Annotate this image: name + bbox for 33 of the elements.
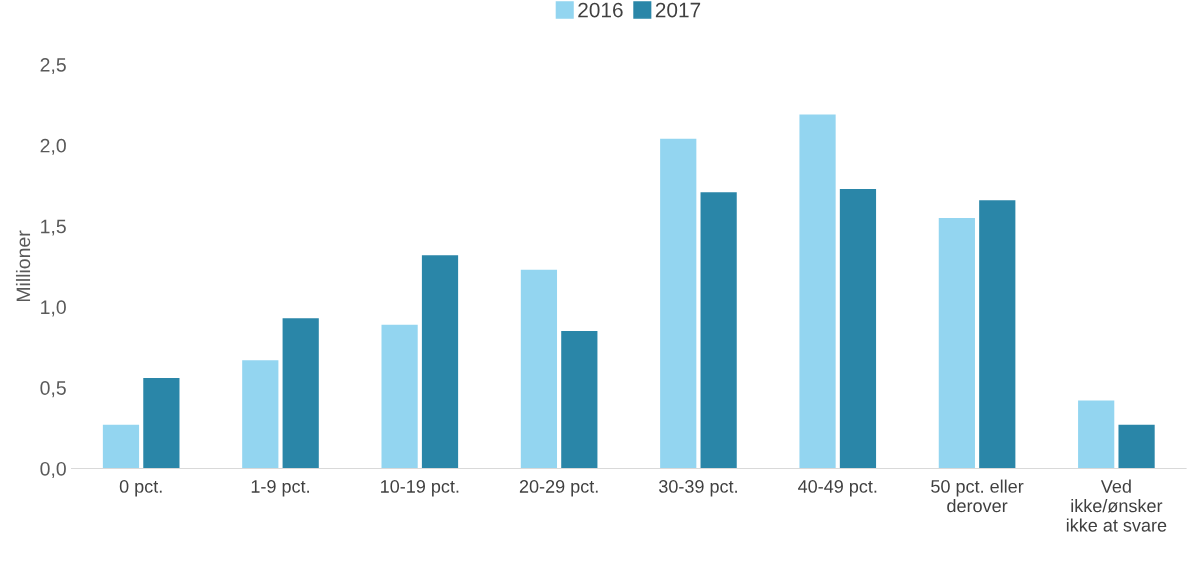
- x-tick-label: 1-9 pct.: [251, 480, 309, 497]
- y-tick-label: 1,0: [41, 300, 66, 317]
- x-tick-label: 40-49 pct.: [798, 480, 877, 497]
- bar: [938, 218, 975, 469]
- bar: [1118, 424, 1155, 469]
- bar: [421, 255, 459, 469]
- y-tick-label: 0,5: [40, 381, 66, 398]
- y-tick-label: 0,0: [40, 461, 66, 478]
- bar: [381, 324, 418, 469]
- y-tick-label: 2,5: [40, 57, 66, 75]
- bar: [520, 269, 558, 469]
- x-tick-label: 0 pct.: [119, 480, 162, 497]
- x-tick-label: 20-29 pct.: [519, 480, 598, 497]
- y-tick-label: 1,5: [41, 219, 66, 236]
- y-axis-title: Millioner: [15, 230, 31, 302]
- x-tick-label: 10-19 pct.: [381, 480, 459, 497]
- bar: [242, 360, 279, 469]
- bar: [979, 200, 1016, 469]
- y-tick-label: 2,0: [40, 138, 66, 155]
- x-tick-label: 50 pct. eller derover: [931, 479, 1024, 513]
- bar: [143, 377, 180, 469]
- bar: [102, 424, 140, 469]
- legend-label: 2017: [655, 2, 701, 18]
- bar: [700, 192, 737, 469]
- legend-label: 2016: [578, 2, 623, 18]
- bar: [660, 138, 697, 469]
- x-tick-label: Ved ikke/ønsker ikke at svare: [1066, 479, 1167, 532]
- bar: [799, 114, 836, 469]
- bar: [839, 188, 877, 469]
- bar: [282, 318, 319, 469]
- x-tick-label: 30-39 pct.: [658, 480, 737, 497]
- bar: [1078, 400, 1115, 469]
- bar: [561, 331, 598, 469]
